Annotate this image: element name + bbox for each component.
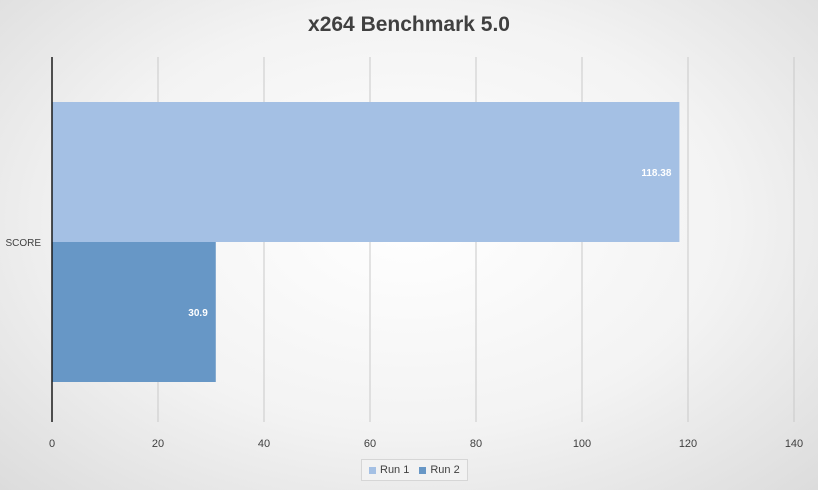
x-tick-label-140: 140 [785,438,803,450]
chart-title: x264 Benchmark 5.0 [308,13,510,36]
legend-label-run-1: Run 1 [380,464,410,476]
legend-swatch-run-1 [369,466,376,474]
legend-item-run-1: Run 1 [369,464,409,476]
bar-run-2 [52,242,216,382]
data-label-run-2: 30.9 [188,308,208,319]
legend-item-run-2: Run 2 [419,464,460,476]
x-tick-label-40: 40 [258,438,270,450]
x-tick-label-60: 60 [364,438,376,450]
x-tick-label-20: 20 [152,438,164,450]
bar-run-1 [52,102,680,242]
legend-label-run-2: Run 2 [430,464,460,476]
x-tick-label-100: 100 [573,438,591,450]
chart-legend: Run 1 Run 2 [361,459,468,481]
x-tick-label-0: 0 [49,438,55,450]
legend-swatch-run-2 [419,466,427,474]
x-tick-label-80: 80 [470,438,482,450]
x-tick-label-120: 120 [679,438,697,450]
category-label: SCORE [5,238,41,249]
data-label-run-1: 118.38 [641,168,671,179]
